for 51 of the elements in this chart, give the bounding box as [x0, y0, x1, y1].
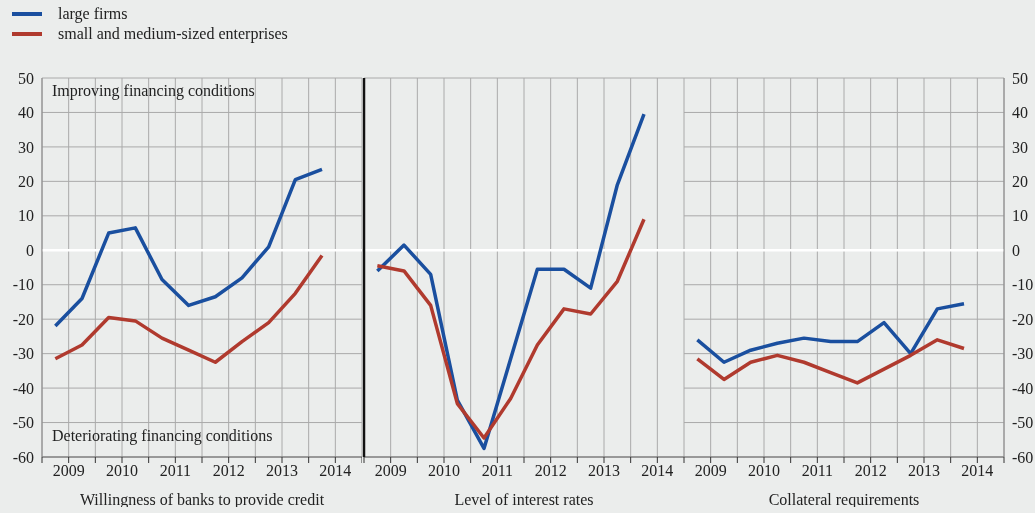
y-tick-label: 10: [1012, 207, 1028, 225]
y-tick-label: 40: [18, 104, 34, 122]
x-tick-label: 2011: [481, 462, 514, 480]
x-tick-label: 2013: [908, 462, 940, 480]
x-tick-label: 2013: [588, 462, 620, 480]
annotation: Deteriorating financing conditions: [52, 427, 273, 445]
line-series: [695, 338, 966, 385]
legend-label: large firms: [58, 5, 128, 23]
x-tick-label: 2013: [266, 462, 298, 480]
x-tick-label: 2011: [159, 462, 192, 480]
x-tick-label: 2011: [801, 462, 834, 480]
y-tick-label: 20: [1012, 173, 1028, 191]
x-tick-label: 2012: [212, 462, 245, 480]
y-tick-label: -60: [12, 448, 34, 466]
y-tick-label: 40: [1012, 104, 1028, 122]
y-tick-label: -60: [1012, 448, 1034, 466]
line-series: [53, 253, 324, 364]
y-tick-label: -40: [1012, 379, 1034, 397]
x-axis-title: Level of interest rates: [454, 491, 594, 508]
legend-label: small and medium-sized enterprises: [58, 25, 288, 43]
annotation: Improving financing conditions: [52, 82, 255, 100]
x-tick-label: 2012: [854, 462, 887, 480]
x-tick-label: 2010: [428, 462, 460, 480]
x-tick-label: 2014: [641, 462, 674, 480]
y-tick-label: -10: [12, 276, 34, 294]
y-tick-label: 10: [18, 207, 34, 225]
x-tick-label: 2012: [534, 462, 567, 480]
x-tick-label: 2014: [961, 462, 994, 480]
x-tick-label: 2009: [694, 462, 727, 480]
y-tick-label: -50: [12, 414, 34, 432]
y-tick-label: 0: [1012, 241, 1020, 259]
line-series: [695, 301, 966, 364]
y-tick-label: 50: [18, 69, 34, 87]
y-tick-label: -10: [1012, 276, 1034, 294]
y-tick-label: -20: [1012, 310, 1034, 328]
x-tick-label: 2009: [52, 462, 85, 480]
x-tick-label: 2009: [374, 462, 407, 480]
y-tick-label: -20: [12, 310, 34, 328]
y-tick-label: 30: [1012, 138, 1028, 156]
x-tick-label: 2010: [106, 462, 138, 480]
x-tick-label: 2010: [748, 462, 780, 480]
y-tick-label: 20: [18, 173, 34, 191]
y-tick-label: -30: [12, 345, 34, 363]
x-tick-label: 2014: [319, 462, 352, 480]
y-tick-label: -40: [12, 379, 34, 397]
y-tick-label: 50: [1012, 69, 1028, 87]
y-tick-label: 30: [18, 138, 34, 156]
y-tick-label: 0: [26, 241, 34, 259]
y-tick-label: -50: [1012, 414, 1034, 432]
line-series: [53, 167, 324, 328]
y-tick-label: -30: [1012, 345, 1034, 363]
